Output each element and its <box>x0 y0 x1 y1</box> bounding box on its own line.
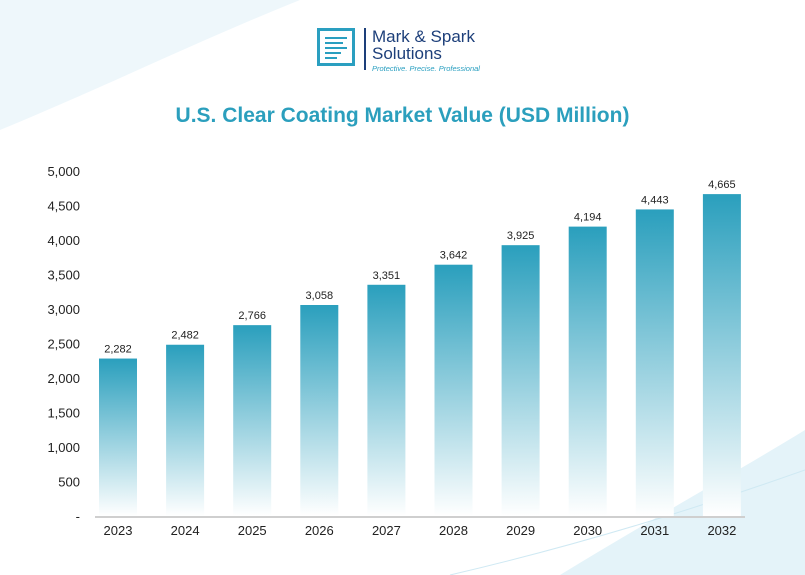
bar-2026 <box>300 304 339 516</box>
data-label: 3,058 <box>306 290 334 302</box>
x-tick-label: 2031 <box>640 523 669 538</box>
logo-line2: Solutions <box>372 44 442 63</box>
data-label: 2,282 <box>104 344 132 356</box>
x-tick-label: 2030 <box>573 523 602 538</box>
bar-2031 <box>635 209 674 517</box>
bar-2028 <box>434 264 473 516</box>
x-tick-label: 2023 <box>104 523 133 538</box>
x-tick-label: 2029 <box>506 523 535 538</box>
y-tick-label: 3,500 <box>47 268 80 283</box>
bar-2024 <box>166 344 205 516</box>
y-tick-label: 2,500 <box>47 337 80 352</box>
x-tick-label: 2026 <box>305 523 334 538</box>
x-tick-label: 2028 <box>439 523 468 538</box>
y-tick-label: 5,000 <box>47 164 80 179</box>
logo-divider <box>364 28 366 70</box>
data-label: 2,482 <box>171 330 199 342</box>
y-tick-label: 1,500 <box>47 406 80 421</box>
data-label: 3,642 <box>440 250 468 262</box>
y-tick-label: 4,500 <box>47 199 80 214</box>
data-label: 2,766 <box>238 310 266 322</box>
bar-2023 <box>99 358 137 516</box>
data-label: 4,194 <box>574 212 602 224</box>
chart-title: U.S. Clear Coating Market Value (USD Mil… <box>175 104 630 127</box>
data-label: 4,665 <box>708 179 736 191</box>
bar-2030 <box>568 226 607 516</box>
y-tick-label: 1,000 <box>47 440 80 455</box>
company-logo: Mark & Spark Solutions Protective. Preci… <box>317 28 480 73</box>
y-tick-label: - <box>76 509 80 524</box>
data-label: 3,351 <box>373 270 401 282</box>
bar-2027 <box>367 284 406 516</box>
data-label: 3,925 <box>507 230 535 242</box>
y-tick-label: 4,000 <box>47 233 80 248</box>
data-label: 4,443 <box>641 194 669 206</box>
document-icon <box>317 28 355 66</box>
x-tick-label: 2025 <box>238 523 267 538</box>
bar-2032 <box>702 194 741 517</box>
x-tick-label: 2024 <box>171 523 200 538</box>
bar-2025 <box>233 325 272 516</box>
y-tick-label: 3,000 <box>47 302 80 317</box>
bar-2029 <box>501 245 540 517</box>
y-tick-label: 2,000 <box>47 371 80 386</box>
logo-line1: Mark & Spark <box>372 27 475 46</box>
x-tick-label: 2027 <box>372 523 401 538</box>
y-tick-label: 500 <box>58 475 80 490</box>
logo-tagline: Protective. Precise. Professional <box>372 64 480 73</box>
x-tick-label: 2032 <box>707 523 736 538</box>
